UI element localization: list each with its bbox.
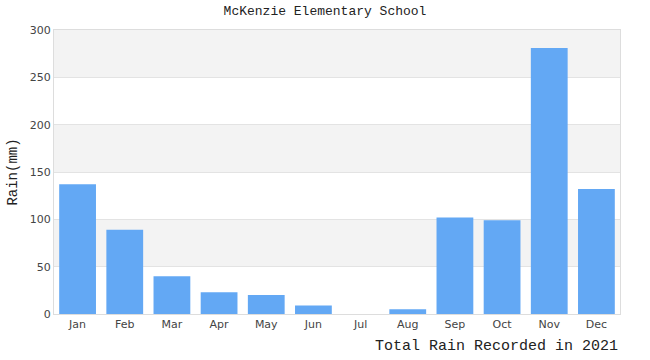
svg-text:Feb: Feb [115, 318, 134, 331]
svg-text:Jan: Jan [68, 318, 86, 331]
svg-text:Nov: Nov [539, 318, 561, 331]
svg-text:Dec: Dec [586, 318, 607, 331]
svg-text:McKenzie Elementary School: McKenzie Elementary School [224, 4, 427, 19]
svg-text:Rain(mm): Rain(mm) [5, 138, 21, 205]
svg-text:250: 250 [30, 71, 51, 84]
svg-text:150: 150 [30, 166, 51, 179]
svg-text:May: May [255, 318, 278, 331]
svg-text:Sep: Sep [445, 318, 466, 331]
svg-text:Oct: Oct [493, 318, 513, 331]
svg-text:300: 300 [30, 24, 51, 37]
svg-text:Aug: Aug [397, 318, 418, 331]
svg-text:Mar: Mar [162, 318, 183, 331]
svg-text:Apr: Apr [210, 318, 230, 331]
svg-text:Total Rain Recorded in 2021: Total Rain Recorded in 2021 [375, 338, 618, 355]
svg-text:100: 100 [30, 213, 51, 226]
svg-text:Jul: Jul [353, 318, 367, 331]
svg-text:50: 50 [37, 261, 51, 274]
svg-text:200: 200 [30, 119, 51, 132]
svg-text:0: 0 [44, 308, 51, 321]
svg-text:Jun: Jun [304, 318, 322, 331]
